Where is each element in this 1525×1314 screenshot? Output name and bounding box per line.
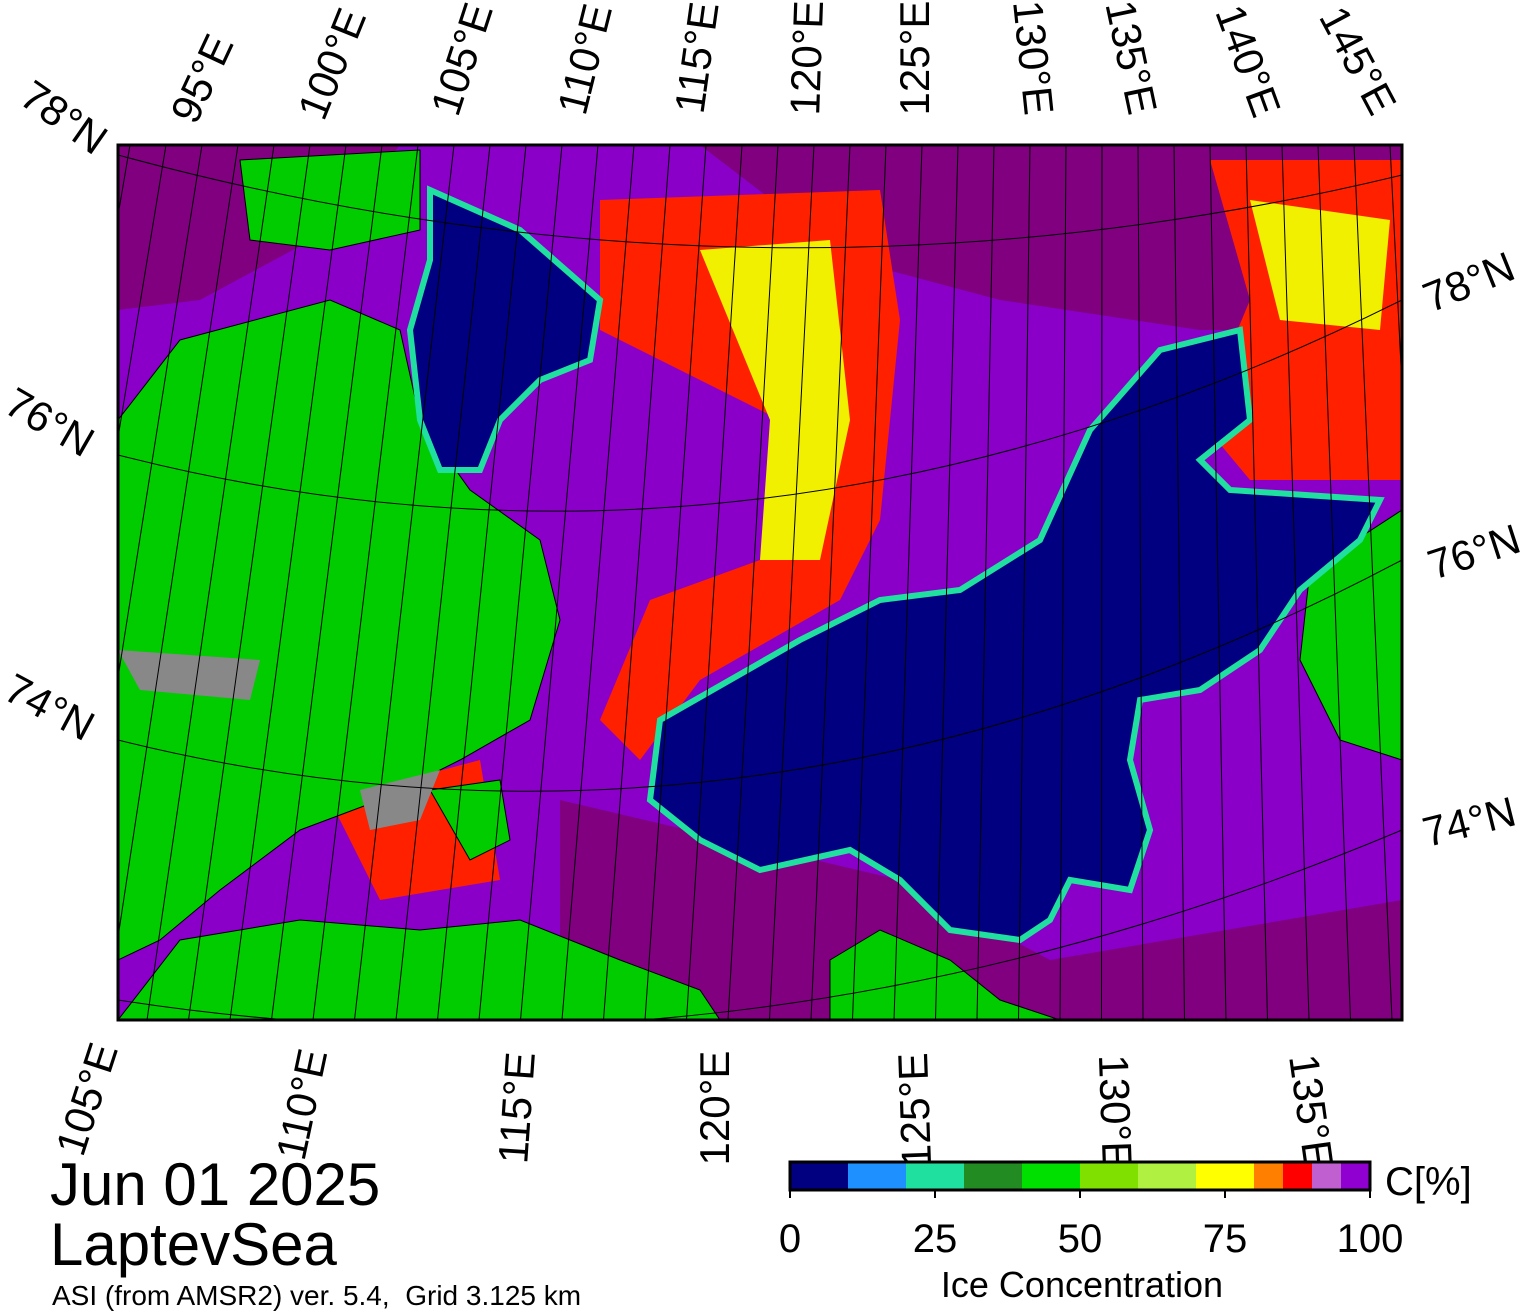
meridian <box>644 145 707 1020</box>
colorbar-segment <box>790 1162 848 1190</box>
colorbar-segment <box>906 1162 964 1190</box>
meridian <box>1059 145 1067 1020</box>
meridian <box>976 145 995 1020</box>
colorbar-segment <box>1080 1162 1138 1190</box>
graticule-label: 105°E <box>47 1037 127 1161</box>
colorbar-segment <box>1283 1162 1312 1190</box>
meridian <box>561 145 635 1020</box>
meridian <box>852 145 887 1020</box>
meridian <box>1389 145 1402 397</box>
graticule <box>0 145 1402 1020</box>
colorbar-segment <box>1341 1162 1370 1190</box>
meridian <box>1173 145 1185 1020</box>
colorbar-tick-label: 50 <box>1058 1217 1103 1261</box>
meridian <box>118 145 239 941</box>
ice-margin-red <box>330 160 1402 900</box>
graticule-label: 125°E <box>891 1 938 116</box>
graticule-label: 100°E <box>289 2 376 126</box>
meridian <box>1137 145 1144 1020</box>
meridian <box>118 145 167 441</box>
date: Jun 01 2025 <box>50 1151 380 1218</box>
meridian <box>769 145 815 1020</box>
graticule-label: 120°E <box>691 1051 738 1166</box>
meridian <box>603 145 671 1020</box>
map-frame <box>116 143 1404 1022</box>
meridian <box>520 145 599 1020</box>
graticule-label: 115°E <box>666 0 728 116</box>
meridian <box>437 145 527 1020</box>
meridian <box>229 145 347 1020</box>
graticule-label: 76°N <box>1422 515 1525 589</box>
land-ice <box>118 650 440 830</box>
meridian <box>271 145 383 1020</box>
colorbar-segment <box>1312 1162 1341 1190</box>
region: LaptevSea <box>50 1211 338 1278</box>
colorbar-tick-label: 0 <box>779 1217 801 1261</box>
meridian <box>893 145 923 1020</box>
meridian <box>312 145 419 1020</box>
meridian <box>118 145 131 219</box>
colorbar-segment <box>848 1162 906 1190</box>
meridian <box>1281 145 1310 1020</box>
meridian <box>810 145 851 1020</box>
meridian <box>1317 145 1351 1020</box>
colorbar-segment <box>1254 1162 1283 1190</box>
graticule-label: 130°E <box>1090 1054 1141 1170</box>
graticule-label: 110°E <box>267 1045 336 1164</box>
colorbar-segment <box>1138 1162 1196 1190</box>
meridian <box>1353 145 1393 1020</box>
graticule-label: 74°N <box>0 664 102 750</box>
meridian <box>1209 145 1227 1020</box>
graticule-label: 76°N <box>0 378 102 466</box>
land <box>118 149 1402 1020</box>
meridian <box>1101 145 1103 1020</box>
graticule-label: 78°N <box>1416 242 1521 321</box>
colorbar-tick-label: 75 <box>1203 1217 1248 1261</box>
colorbar-segment <box>1022 1162 1080 1190</box>
meridian <box>1018 145 1031 1020</box>
meridian <box>0 145 94 1020</box>
meridian <box>395 145 491 1020</box>
graticule-label: 135°E <box>1096 0 1166 118</box>
meridian <box>0 145 58 1020</box>
graticule-label: 130°E <box>1004 0 1063 117</box>
open-water <box>406 185 604 473</box>
graticule-label: 125°E <box>889 1052 940 1168</box>
graticule-label: 74°N <box>1418 788 1520 856</box>
colorbar-segment <box>964 1162 1022 1190</box>
graticule-label: 105°E <box>422 0 502 121</box>
meridian <box>935 145 959 1020</box>
meridian <box>146 145 275 1020</box>
meridian <box>727 145 779 1020</box>
colorbar-unit: C[%] <box>1385 1160 1472 1204</box>
meridian <box>1245 145 1268 1020</box>
colorbar-tick-label: 25 <box>913 1217 958 1261</box>
graticule-label: 135°E <box>1280 1051 1343 1171</box>
meridian <box>478 145 563 1020</box>
graticule-label: 95°E <box>161 27 242 130</box>
source: ASI (from AMSR2) ver. 5.4, Grid 3.125 km <box>52 1280 581 1311</box>
colorbar-tick-label: 100 <box>1337 1217 1404 1261</box>
graticule-label: 110°E <box>548 0 621 119</box>
graticule-label: 120°E <box>781 0 832 116</box>
open-water <box>646 326 1385 944</box>
meridian <box>118 145 203 681</box>
graticule-label: 140°E <box>1206 0 1289 123</box>
graticule-label: 78°N <box>12 71 116 163</box>
meridian <box>686 145 743 1020</box>
meridian <box>188 145 311 1020</box>
graticule-label: 145°E <box>1310 0 1405 122</box>
colorbar-label: Ice Concentration <box>941 1264 1223 1305</box>
graticule-label: 115°E <box>489 1050 544 1165</box>
meridian <box>354 145 455 1020</box>
colorbar-segment <box>1196 1162 1254 1190</box>
map-area <box>0 145 1402 1020</box>
